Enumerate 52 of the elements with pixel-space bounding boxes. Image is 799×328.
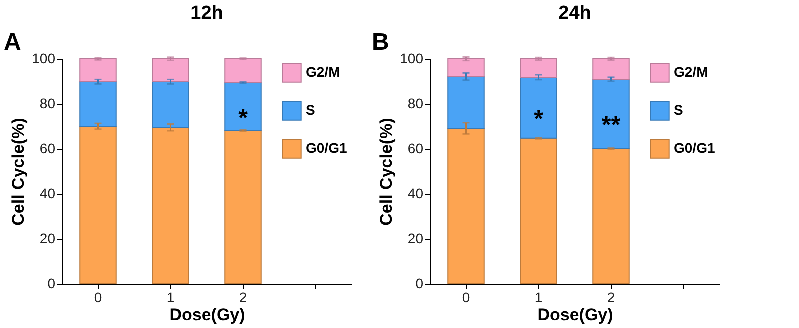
bar — [80, 58, 117, 82]
annotation: ** — [602, 112, 622, 140]
bar — [224, 82, 262, 132]
legend-label: G0/G1 — [306, 140, 348, 156]
y-tick-label: 100 — [32, 50, 56, 66]
y-tick-label: 20 — [408, 230, 424, 246]
y-axis-title: Cell Cycle(%) — [377, 118, 396, 226]
text: B — [372, 29, 390, 56]
bar — [520, 138, 558, 284]
bar — [80, 81, 117, 127]
bar — [224, 58, 262, 84]
y-tick-label: 0 — [48, 276, 56, 292]
bar — [592, 148, 630, 284]
bar — [592, 78, 630, 150]
x-tick-label: 2 — [239, 290, 248, 306]
bar — [152, 81, 190, 128]
bar — [448, 58, 485, 78]
y-tick-label: 100 — [400, 50, 424, 66]
x-tick-label: 1 — [166, 290, 175, 306]
bar — [448, 76, 485, 130]
bar — [152, 127, 190, 284]
y-tick-label: 0 — [416, 276, 424, 292]
y-tick-label: 40 — [40, 186, 56, 202]
bar — [520, 58, 558, 78]
x-tick-label: 1 — [534, 290, 543, 306]
y-tick-label: 80 — [408, 96, 424, 112]
x-tick-label: 0 — [94, 290, 102, 306]
legend-label: G2/M — [306, 64, 340, 80]
legend-label: S — [674, 102, 684, 118]
annotation: * — [238, 104, 249, 132]
bar — [520, 76, 558, 139]
bar — [80, 126, 117, 284]
x-tick-label: 2 — [607, 290, 616, 306]
text: A — [4, 29, 22, 56]
legend-label: G0/G1 — [674, 140, 716, 156]
y-tick-label: 60 — [408, 140, 424, 156]
y-tick-label: 20 — [40, 230, 56, 246]
y-tick-label: 40 — [408, 186, 424, 202]
y-axis-title: Cell Cycle(%) — [9, 118, 28, 226]
y-tick-label: 60 — [40, 140, 56, 156]
chart-title: 24h — [558, 3, 592, 24]
chart-title: 12h — [190, 3, 224, 24]
legend-label: S — [306, 102, 316, 118]
annotation: * — [534, 106, 544, 133]
bar — [592, 58, 630, 80]
legend-label: G2/M — [674, 64, 708, 80]
x-tick-label: 0 — [462, 290, 470, 306]
x-axis-title: Dose(Gy) — [170, 306, 246, 324]
bar — [224, 130, 262, 284]
x-axis-title: Dose(Gy) — [538, 306, 614, 324]
y-tick-label: 80 — [40, 96, 56, 112]
bar — [152, 58, 190, 82]
